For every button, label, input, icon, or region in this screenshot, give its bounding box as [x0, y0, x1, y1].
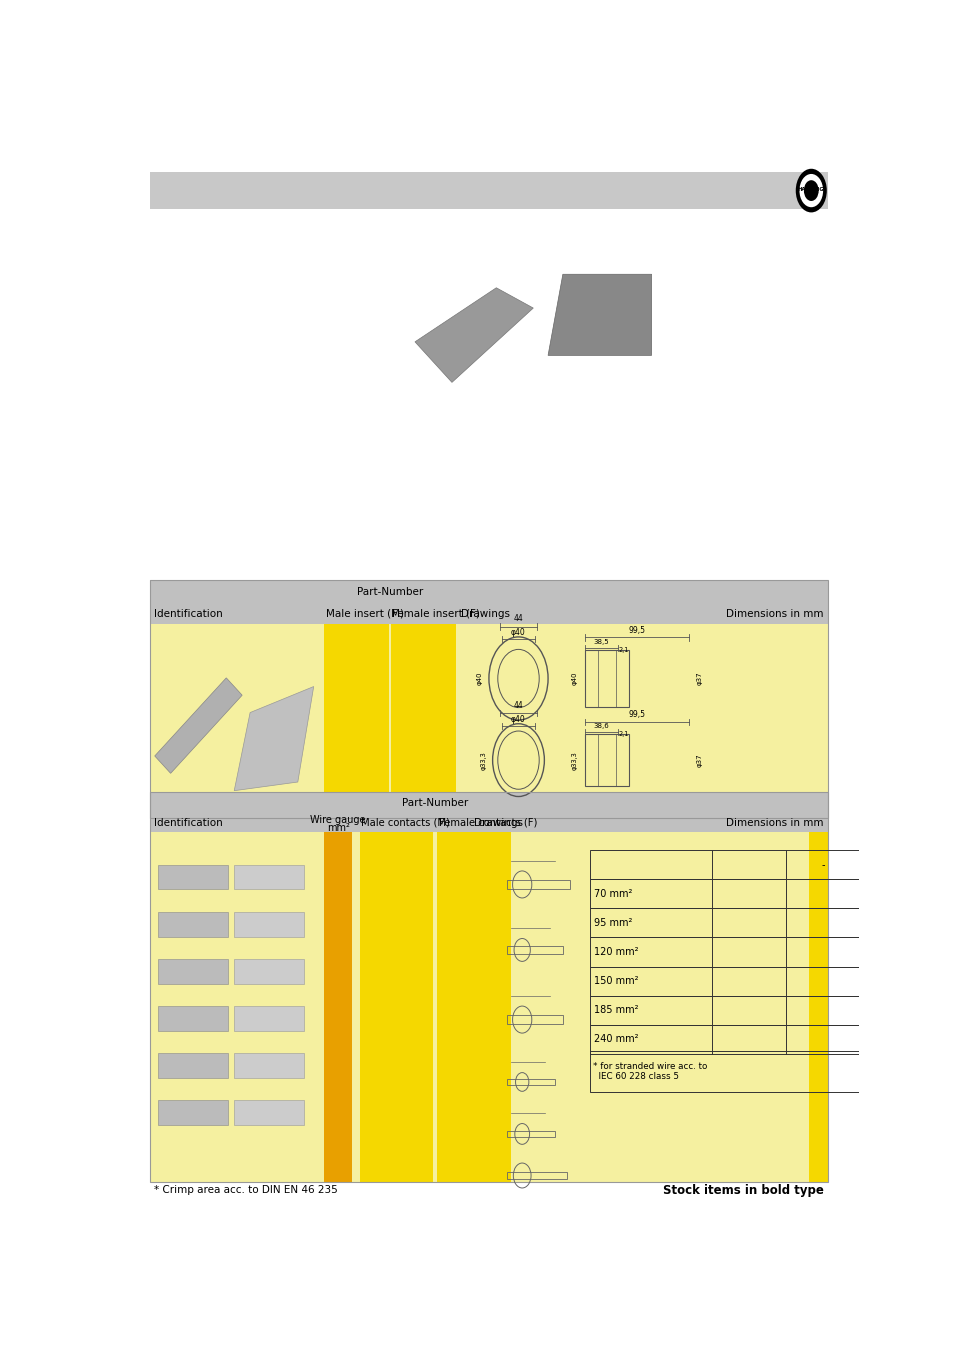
Bar: [590, 1052, 860, 1092]
Bar: [151, 580, 826, 818]
Text: φ40: φ40: [571, 672, 578, 686]
Bar: [390, 624, 456, 818]
Bar: [590, 850, 860, 879]
Bar: [584, 649, 629, 707]
Text: Part-Number: Part-Number: [356, 587, 422, 597]
Text: Stock items in bold type: Stock items in bold type: [662, 1184, 823, 1196]
Bar: [158, 911, 228, 937]
Bar: [590, 967, 860, 996]
Bar: [151, 792, 826, 1183]
Text: 120 mm²: 120 mm²: [594, 946, 638, 957]
Text: Part-Number: Part-Number: [402, 798, 468, 807]
Text: mm²: mm²: [326, 824, 349, 833]
Text: HARTING: HARTING: [797, 188, 823, 192]
Bar: [590, 996, 860, 1025]
Bar: [507, 1079, 555, 1085]
Text: * for stranded wire acc. to
  IEC 60 228 class 5: * for stranded wire acc. to IEC 60 228 c…: [593, 1061, 707, 1081]
Text: Wire gauge: Wire gauge: [310, 815, 365, 825]
Text: Female contacts (F): Female contacts (F): [438, 818, 537, 828]
Polygon shape: [234, 687, 314, 791]
Polygon shape: [415, 288, 533, 382]
Bar: [234, 1100, 304, 1125]
Text: Male contacts (M): Male contacts (M): [360, 818, 450, 828]
Text: Drawings: Drawings: [474, 818, 522, 828]
Circle shape: [795, 169, 826, 212]
Bar: [507, 1172, 566, 1180]
Bar: [158, 1053, 228, 1077]
Bar: [808, 832, 826, 1183]
Text: Dimensions in mm: Dimensions in mm: [725, 609, 823, 618]
Text: Female insert (F): Female insert (F): [392, 609, 479, 618]
Text: * Crimp area acc. to DIN EN 46 235: * Crimp area acc. to DIN EN 46 235: [153, 1185, 337, 1195]
Bar: [507, 880, 570, 888]
Bar: [158, 958, 228, 984]
Text: 99,5: 99,5: [628, 625, 644, 634]
Bar: [151, 832, 826, 1183]
Text: Drawings: Drawings: [460, 609, 509, 618]
Text: 44: 44: [513, 701, 523, 710]
Bar: [324, 832, 352, 1183]
Text: 70 mm²: 70 mm²: [594, 888, 632, 899]
Text: Dimensions in mm: Dimensions in mm: [725, 818, 823, 828]
Circle shape: [799, 174, 822, 207]
Text: Identification: Identification: [153, 609, 222, 618]
Bar: [158, 865, 228, 890]
Text: φ37: φ37: [696, 753, 702, 767]
Text: 150 mm²: 150 mm²: [594, 976, 638, 986]
Bar: [151, 173, 826, 209]
Bar: [151, 580, 826, 624]
Bar: [151, 792, 826, 832]
Bar: [234, 958, 304, 984]
Text: φ33,3: φ33,3: [571, 751, 578, 769]
Bar: [158, 1006, 228, 1030]
Bar: [324, 624, 389, 818]
Text: φ40: φ40: [511, 628, 525, 637]
Text: 2,1: 2,1: [618, 732, 629, 737]
Text: φ37: φ37: [696, 672, 702, 686]
Bar: [590, 937, 860, 967]
Text: 240 mm²: 240 mm²: [594, 1034, 638, 1045]
Text: 185 mm²: 185 mm²: [594, 1006, 638, 1015]
Bar: [590, 879, 860, 909]
Bar: [584, 734, 629, 786]
Bar: [234, 1053, 304, 1077]
Bar: [234, 1006, 304, 1030]
Polygon shape: [547, 274, 651, 355]
Text: 38,6: 38,6: [593, 722, 609, 729]
Bar: [507, 1015, 562, 1023]
Text: -: -: [821, 860, 824, 869]
Text: φ33,3: φ33,3: [480, 751, 486, 769]
Bar: [507, 1130, 555, 1137]
Bar: [151, 624, 826, 818]
Bar: [234, 865, 304, 890]
Text: Identification: Identification: [153, 818, 222, 828]
Bar: [234, 911, 304, 937]
Bar: [436, 832, 511, 1183]
Bar: [507, 946, 562, 953]
Text: Male insert (M): Male insert (M): [325, 609, 403, 618]
Text: 99,5: 99,5: [628, 710, 644, 720]
Text: φ40: φ40: [511, 716, 525, 724]
Text: φ40: φ40: [476, 672, 482, 686]
Text: 44: 44: [513, 614, 523, 622]
Polygon shape: [154, 678, 242, 774]
Bar: [158, 1100, 228, 1125]
Text: 95 mm²: 95 mm²: [594, 918, 632, 927]
Bar: [359, 832, 433, 1183]
Bar: [590, 909, 860, 937]
Text: 38,5: 38,5: [593, 639, 609, 644]
Circle shape: [803, 180, 818, 201]
Bar: [590, 1025, 860, 1054]
Text: 2,1: 2,1: [618, 647, 629, 653]
